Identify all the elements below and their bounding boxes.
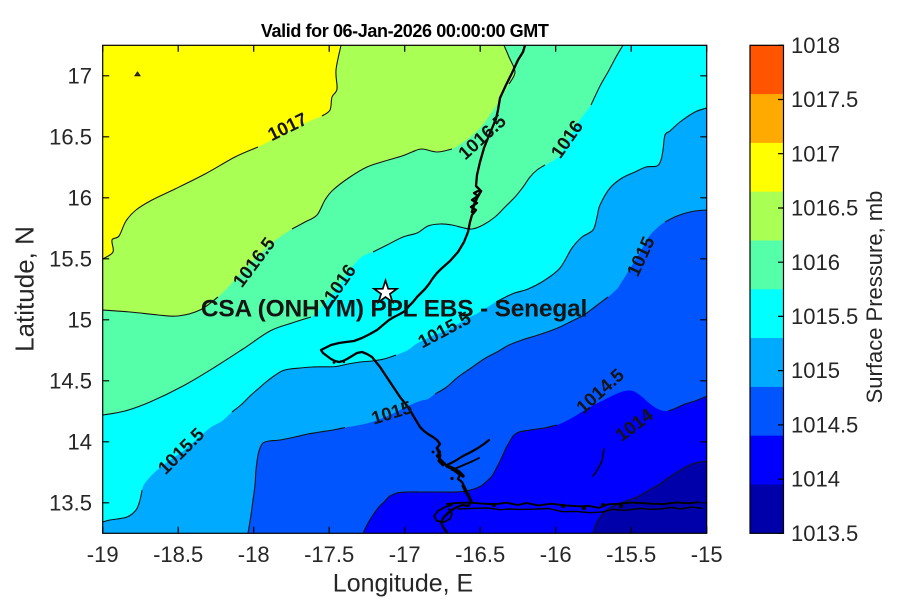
svg-text:16.5: 16.5: [49, 124, 92, 149]
svg-text:1017: 1017: [791, 141, 840, 166]
svg-text:-16.5: -16.5: [455, 542, 505, 567]
svg-text:-17: -17: [389, 542, 421, 567]
svg-text:1013.5: 1013.5: [791, 521, 858, 546]
svg-text:CSA (ONHYM) PPL EBS - Senegal: CSA (ONHYM) PPL EBS - Senegal: [201, 296, 587, 323]
svg-text:Latitude, N: Latitude, N: [10, 226, 40, 352]
svg-text:1016: 1016: [791, 250, 840, 275]
svg-text:1015.5: 1015.5: [791, 304, 858, 329]
svg-text:-15.5: -15.5: [606, 542, 656, 567]
svg-text:1014.5: 1014.5: [791, 413, 858, 438]
svg-text:15.5: 15.5: [49, 246, 92, 271]
svg-text:1018: 1018: [791, 33, 840, 58]
svg-text:16: 16: [68, 185, 92, 210]
svg-text:Longitude, E: Longitude, E: [333, 570, 473, 598]
svg-text:1016.5: 1016.5: [791, 196, 858, 221]
svg-text:17: 17: [68, 63, 92, 88]
svg-text:1017.5: 1017.5: [791, 87, 858, 112]
svg-text:1015: 1015: [791, 358, 840, 383]
svg-text:-17.5: -17.5: [304, 542, 354, 567]
svg-text:Valid for 06-Jan-2026 00:00:00: Valid for 06-Jan-2026 00:00:00 GMT: [261, 21, 549, 41]
svg-text:-16: -16: [540, 542, 572, 567]
svg-text:14: 14: [68, 429, 92, 454]
svg-text:-19: -19: [87, 542, 119, 567]
svg-text:15: 15: [68, 307, 92, 332]
svg-text:13.5: 13.5: [49, 490, 92, 515]
svg-text:-15: -15: [691, 542, 723, 567]
svg-text:14.5: 14.5: [49, 368, 92, 393]
svg-text:1014: 1014: [791, 467, 840, 492]
svg-text:-18: -18: [238, 542, 270, 567]
svg-text:Surface Pressure, mb: Surface Pressure, mb: [862, 191, 887, 404]
svg-text:-18.5: -18.5: [153, 542, 203, 567]
